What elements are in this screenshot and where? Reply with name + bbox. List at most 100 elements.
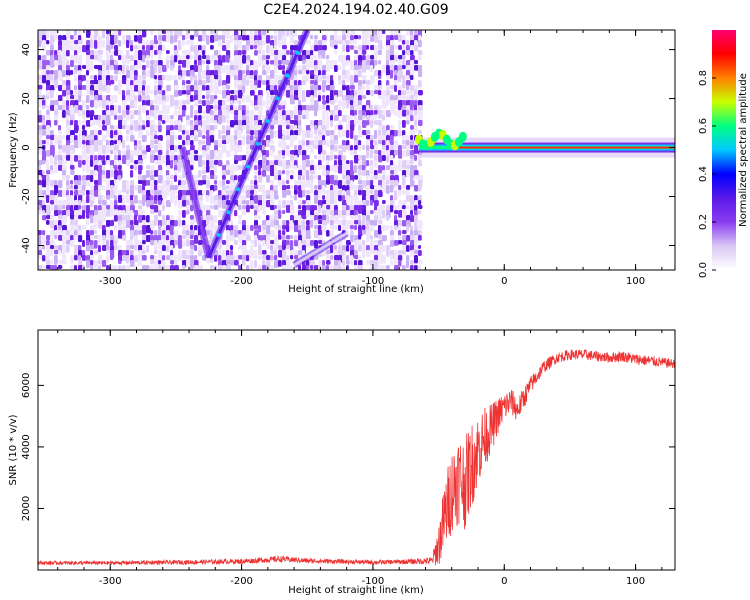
spectrogram-cell xyxy=(206,155,210,162)
spectrogram-cell xyxy=(382,135,387,140)
spectrogram-cell xyxy=(226,195,230,201)
spectrogram-cell xyxy=(222,105,227,114)
spectrogram-cell xyxy=(202,140,206,145)
spectrogram-cell xyxy=(38,55,42,62)
spectrogram-cell xyxy=(362,55,366,61)
spectrogram-cell xyxy=(50,190,54,196)
spectrogram-cell xyxy=(222,55,226,63)
spectrogram-cell xyxy=(66,150,71,156)
spectrogram-cell xyxy=(250,205,254,210)
spectrogram-cell xyxy=(382,235,387,242)
spectrogram-cell xyxy=(350,195,354,201)
spectrogram-cell xyxy=(94,235,99,240)
spectrogram-cell xyxy=(222,135,227,141)
spectrogram-cell xyxy=(142,55,146,63)
spectrogram-cell xyxy=(38,175,42,182)
spectrogram-cell xyxy=(166,115,170,123)
spectrogram-cell xyxy=(302,175,306,181)
spectrogram-cell xyxy=(362,170,367,177)
spectrogram-cell xyxy=(394,170,398,176)
spectrogram-cell xyxy=(182,80,186,86)
spectrogram-cell xyxy=(210,95,215,102)
spectrogram-cell xyxy=(294,195,298,201)
spectrogram-cell xyxy=(322,110,326,117)
spectrogram-cell xyxy=(174,110,178,116)
spectrogram-cell xyxy=(302,150,307,157)
spectrogram-cell xyxy=(134,45,139,50)
spectrogram-cell xyxy=(222,190,226,197)
spectrogram-cell xyxy=(114,125,118,131)
spectrogram-cell xyxy=(190,55,194,60)
spectrogram-cell xyxy=(290,85,294,92)
spectrogram-cell xyxy=(130,115,134,120)
spectrogram-cell xyxy=(102,185,106,191)
spectrogram-cell xyxy=(50,250,54,257)
spectrogram-cell xyxy=(158,135,163,142)
spectrogram-cell xyxy=(114,105,118,112)
spectrogram-cell xyxy=(86,220,90,226)
spectrogram-cell xyxy=(322,70,326,76)
spectrogram-cell xyxy=(166,125,171,132)
spectrogram-cell xyxy=(262,30,267,36)
spectrogram-cell xyxy=(390,40,395,47)
spectrogram-cell xyxy=(158,265,163,270)
spectrogram-cell xyxy=(342,80,346,86)
spectrogram-cell xyxy=(254,255,258,260)
spectrogram-cell xyxy=(170,65,174,71)
spectrogram-cell xyxy=(234,100,238,105)
spectrogram-cell xyxy=(198,35,203,42)
spectrogram-cell xyxy=(126,95,130,102)
spectrogram-cell xyxy=(350,235,354,243)
spectrogram-cell xyxy=(226,85,231,90)
spectrogram-cell xyxy=(346,75,351,82)
spectrogram-cell xyxy=(158,50,162,55)
spectrogram-cell xyxy=(186,85,191,91)
spectrogram-cell xyxy=(242,55,247,64)
spectrogram-cell xyxy=(226,120,231,125)
spectrogram-cell xyxy=(278,245,283,250)
figure-title: C2E4.2024.194.02.40.G09 xyxy=(263,2,448,18)
spectrogram-cell xyxy=(258,100,263,106)
spectrogram-cell xyxy=(234,80,239,89)
spectrogram-cell xyxy=(170,220,175,227)
spectrogram-cell xyxy=(330,110,335,116)
spectrogram-cell xyxy=(206,40,210,45)
spectrogram-cell xyxy=(270,255,274,261)
spectrogram-cell xyxy=(182,210,186,218)
spectrogram-cell xyxy=(218,105,222,111)
spectrogram-cell xyxy=(162,185,166,192)
spectrogram-cell xyxy=(106,150,110,155)
spectrogram-cell xyxy=(82,255,86,261)
spectrogram-cell xyxy=(38,150,43,155)
spectrogram-ytick-label: 20 xyxy=(21,92,32,105)
spectrogram-cell xyxy=(146,50,151,57)
spectrogram-cell xyxy=(162,205,166,211)
spectrogram-cell xyxy=(342,205,347,212)
spectrogram-cell xyxy=(90,210,95,217)
spectrogram-cell xyxy=(242,185,247,194)
spectrogram-cell xyxy=(326,250,331,255)
spectrogram-cell xyxy=(114,135,119,142)
spectrogram-cell xyxy=(374,175,378,180)
spectrogram-cell xyxy=(170,30,174,35)
spectrogram-cell xyxy=(126,55,131,60)
spectrogram-cell xyxy=(218,100,223,106)
spectrogram-cell xyxy=(374,120,379,125)
spectrogram-cell xyxy=(46,60,50,67)
spectrogram-cell xyxy=(414,155,418,161)
spectrogram-cell xyxy=(158,100,162,105)
spectrogram-cell xyxy=(106,160,110,165)
spectrogram-cell xyxy=(186,50,191,56)
spectrogram-cell xyxy=(386,215,390,221)
spectrogram-cell xyxy=(62,60,66,69)
colorbar-tick-label: 0.6 xyxy=(698,118,709,134)
spectrogram-cell xyxy=(266,60,270,65)
spectrogram-cell xyxy=(146,180,151,186)
spectrogram-cell xyxy=(298,140,303,146)
spectrogram-cell xyxy=(118,230,123,239)
spectrogram-cell xyxy=(134,240,139,247)
spectrogram-cell xyxy=(214,150,218,155)
spectrogram-cell xyxy=(326,85,331,91)
spectrogram-cell xyxy=(306,190,311,195)
spectrogram-cell xyxy=(222,170,227,176)
